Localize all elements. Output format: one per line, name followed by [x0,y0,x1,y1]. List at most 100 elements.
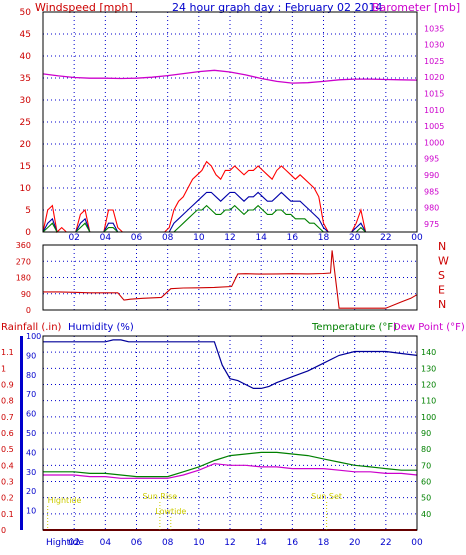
barometer-axis-title: Barometer [mb] [372,1,460,14]
temperature-axis-title: Temperature (°F) [311,322,397,333]
wind-y-tick-label: 20 [20,140,32,150]
rain-y-tick-label: 0 [1,526,6,535]
humidity-axis-title: Humidity (%) [68,322,134,333]
rain-y-tick-label: 0.2 [1,494,14,503]
wind-y-tick-label: 25 [20,118,31,128]
barometer-y-tick-label: 1010 [424,106,444,115]
th-x-tick-label: 14 [255,538,267,548]
th-x-tick-label: 04 [100,538,112,548]
wind-x-tick-label: 10 [193,233,205,243]
temperature-y-tick-label: 110 [421,397,436,406]
barometer-y-tick-label: 985 [424,187,439,196]
barometer-y-tick-label: 1000 [424,138,444,147]
wind-gust-line [42,160,417,234]
temperature-y-tick-label: 90 [421,429,431,438]
th-x-tick-label: 18 [318,538,330,548]
temperature-y-tick-label: 130 [421,364,436,373]
temperature-y-tick-label: 80 [421,445,431,454]
wind-x-tick-label: 22 [380,233,391,243]
humidity-y-tick-label: 40 [26,448,36,457]
humidity-y-tick-label: 90 [26,351,36,360]
temperature-y-tick-label: 60 [421,478,431,487]
wind-x-tick-label: 20 [349,233,361,243]
wind-x-tick-label: 00 [411,233,423,243]
barometer-y-tick-label: 1030 [424,41,444,50]
wind-average-line [42,191,417,233]
wind-x-tick-label: 04 [100,233,112,243]
dewpoint-axis-title: Dew Point (°F) [393,322,465,333]
rainfall-axis-title: Rainfall (.in) [1,322,62,333]
humidity-y-tick-label: 50 [26,429,36,438]
temperature-y-tick-label: 40 [421,510,431,519]
humidity-axis-bar [20,336,23,530]
direction-y-tick-label: 90 [21,290,31,299]
barometer-y-tick-label: 1005 [424,122,444,131]
direction-panel-frame [42,244,418,311]
humidity-line [43,339,418,389]
annotation-label: Lowtide [155,507,186,516]
barometer-y-tick-label: 1025 [424,57,444,66]
barometer-y-tick-label: 980 [424,204,439,213]
rain-y-tick-label: 0.7 [1,413,14,422]
direction-y-tick-label: 270 [16,257,31,266]
compass-label: W [438,255,449,268]
wind-y-tick-label: 0 [25,228,31,238]
th-x-tick-label: 10 [193,538,205,548]
temperature-y-tick-label: 120 [421,381,436,390]
humidity-y-tick-label: 70 [26,390,36,399]
wind-y-tick-label: 15 [20,162,31,172]
th-x-tick-label: 16 [287,538,299,548]
th-x-tick-label: 00 [411,538,423,548]
compass-label: N [438,240,446,253]
rain-y-tick-label: 0.8 [1,397,14,406]
rain-y-tick-label: 1 [1,364,6,373]
annotation-label: Hightide [48,496,82,505]
th-x-tick-label: 08 [162,538,174,548]
compass-label: N [438,298,446,311]
th-x-tick-label: 02 [68,538,79,548]
humidity-y-tick-label: 30 [26,468,36,477]
temperature-y-tick-label: 70 [421,461,431,470]
wind-x-tick-label: 12 [224,233,235,243]
direction-y-tick-label: 0 [26,306,31,315]
wind-axis-title: Windspeed [mph] [35,1,133,14]
compass-label: E [438,284,445,297]
humidity-y-tick-label: 100 [26,332,41,341]
barometer-y-tick-label: 1020 [424,73,444,82]
barometer-y-tick-label: 990 [424,171,439,180]
barometer-y-tick-label: 975 [424,220,439,229]
temperature-y-tick-label: 100 [421,413,436,422]
direction-y-tick-label: 180 [16,274,31,283]
wind-x-tick-label: 06 [131,233,143,243]
annotation-label: Sun Set [311,492,342,501]
humidity-y-tick-label: 60 [26,410,36,419]
compass-label: S [438,269,445,282]
wind-direction-line [43,250,418,309]
humidity-y-tick-label: 10 [26,507,36,516]
rain-y-tick-label: 0.5 [1,445,14,454]
th-panel-frame [42,335,418,531]
barometer-y-tick-label: 1015 [424,89,444,98]
rain-y-tick-label: 1.1 [1,348,14,357]
wind-y-tick-label: 5 [25,206,31,216]
th-x-tick-label: 12 [224,538,235,548]
wind-x-tick-label: 14 [255,233,267,243]
wind-y-tick-label: 50 [20,8,32,18]
barometer-line [42,69,418,84]
wind-y-tick-label: 40 [20,52,32,62]
th-x-tick-label: 06 [131,538,143,548]
wind-y-tick-label: 45 [20,30,31,40]
wind-panel-frame [42,11,418,233]
direction-y-tick-label: 360 [16,241,31,250]
rain-y-tick-label: 0.1 [1,510,14,519]
wind-x-tick-label: 02 [68,233,79,243]
annotation-label: Sun Rise [143,492,178,501]
dewpoint-line [43,463,418,479]
wind-barometer-panel: 0510152025303540455097598098599099510001… [20,8,445,243]
rain-y-tick-label: 0.9 [1,381,14,390]
temperature-line [43,451,417,478]
th-x-tick-label: 20 [349,538,361,548]
wind-x-tick-label: 16 [287,233,299,243]
